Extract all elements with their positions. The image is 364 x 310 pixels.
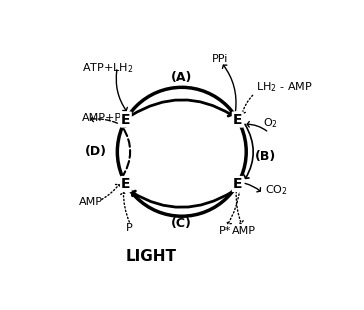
Text: (D): (D) <box>85 145 107 158</box>
Text: LH$_2$ - AMP: LH$_2$ - AMP <box>256 80 312 94</box>
Text: O$_2$: O$_2$ <box>262 116 278 130</box>
Text: (A): (A) <box>171 71 193 84</box>
Text: CO$_2$: CO$_2$ <box>265 183 288 197</box>
Text: AMP+P: AMP+P <box>82 113 122 123</box>
Text: E: E <box>233 113 242 126</box>
Text: AMP: AMP <box>232 226 256 236</box>
Text: E: E <box>233 177 242 191</box>
Text: P: P <box>126 223 132 233</box>
Text: E: E <box>121 113 131 126</box>
Text: (B): (B) <box>255 150 276 163</box>
Text: (C): (C) <box>171 217 192 230</box>
Text: ATP+LH$_2$: ATP+LH$_2$ <box>82 61 133 75</box>
Text: E: E <box>121 177 131 191</box>
Text: PPi: PPi <box>212 54 228 64</box>
Text: LIGHT: LIGHT <box>125 249 176 264</box>
Text: P*: P* <box>218 226 231 236</box>
Text: AMP: AMP <box>79 197 103 207</box>
